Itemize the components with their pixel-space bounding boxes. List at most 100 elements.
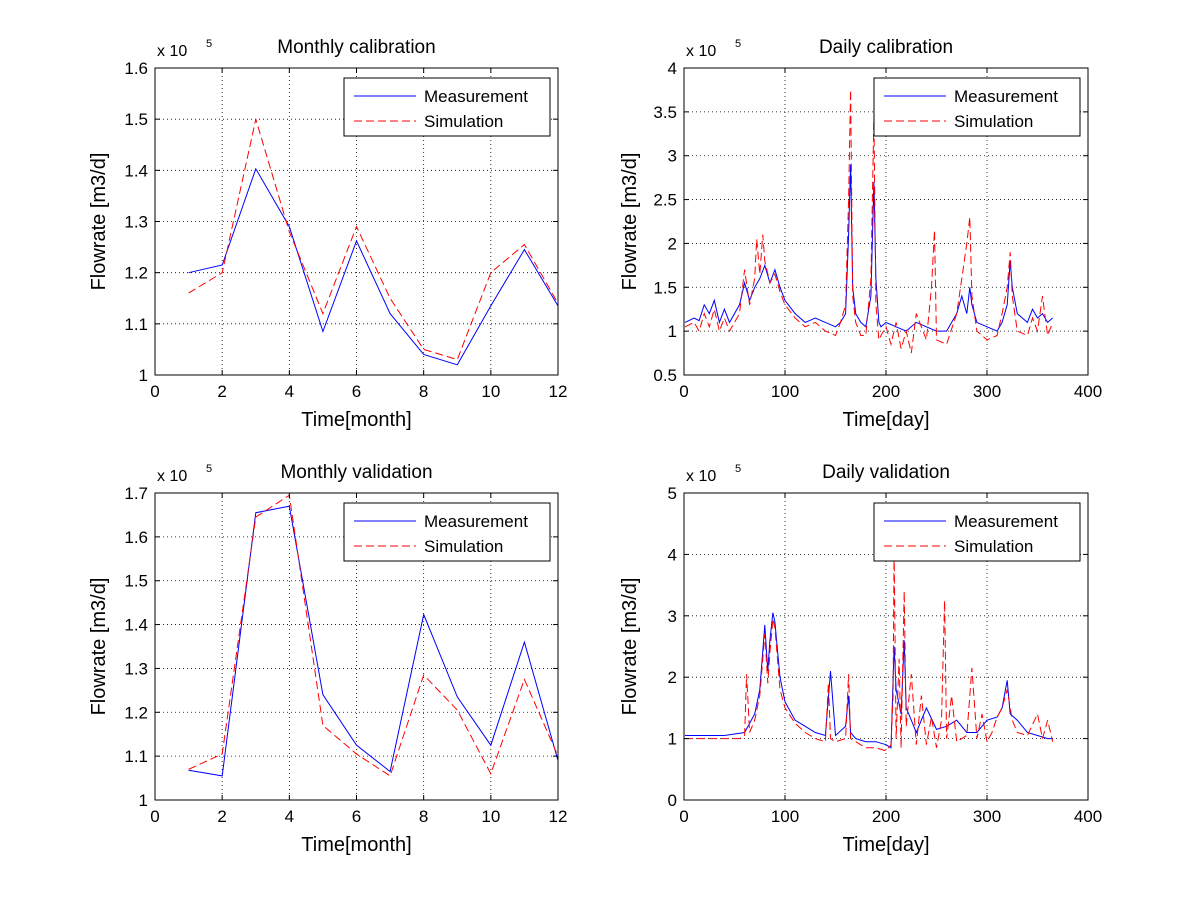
series-line-measurement [685, 612, 1053, 749]
y-tick-label: 1.6 [124, 528, 148, 547]
legend-label-measurement: Measurement [954, 512, 1058, 531]
y-tick-label: 1 [668, 322, 677, 341]
y-tick-label: 1 [139, 791, 148, 810]
y-multiplier-exponent: 5 [735, 463, 741, 475]
legend-label-simulation: Simulation [424, 537, 503, 556]
y-axis-label: Flowrate [m3/d] [88, 153, 110, 291]
y-multiplier-exponent: 5 [206, 463, 212, 475]
y-tick-label: 1.6 [124, 59, 148, 78]
legend: Measurement Simulation [873, 502, 1081, 562]
x-tick-label: 10 [481, 807, 500, 826]
x-tick-label: 8 [419, 382, 428, 401]
legend-label-simulation: Simulation [954, 112, 1033, 131]
legend-box [873, 77, 1081, 137]
y-multiplier: x 10 [157, 43, 187, 60]
x-tick-label: 10 [481, 382, 500, 401]
chart-title: Daily calibration [819, 37, 953, 58]
y-tick-label: 1.2 [124, 264, 148, 283]
legend-label-measurement: Measurement [424, 87, 528, 106]
y-tick-label: 1.7 [124, 484, 148, 503]
subplot-4: 0 100 200 300 400 0 1 2 3 4 5 x 10 5 Daily validation… [619, 462, 1102, 856]
subplot-2: 0 100 200 300 400 0.5 1 1.5 2 2.5 3 3.5 4 x 10 5 Daily … [619, 37, 1102, 431]
chart-title: Daily validation [822, 462, 950, 483]
series-line-measurement [188, 505, 559, 777]
x-tick-label: 400 [1074, 807, 1102, 826]
x-tick-label: 8 [419, 807, 428, 826]
x-tick-label: 400 [1074, 382, 1102, 401]
chart-title: Monthly validation [280, 462, 432, 483]
y-tick-label: 3 [668, 607, 677, 626]
y-tick-label: 1.5 [124, 572, 148, 591]
x-tick-label: 2 [217, 807, 226, 826]
x-axis-label: Time[day] [842, 409, 929, 431]
y-multiplier-exponent: 5 [206, 38, 212, 50]
y-tick-label: 1.3 [124, 659, 148, 678]
x-tick-label: 6 [352, 382, 361, 401]
x-tick-label: 300 [973, 807, 1001, 826]
x-tick-label: 200 [872, 382, 900, 401]
legend: Measurement Simulation [343, 77, 551, 137]
y-multiplier: x 10 [686, 43, 716, 60]
legend-label-measurement: Measurement [954, 87, 1058, 106]
x-tick-label: 12 [549, 807, 568, 826]
legend-label-measurement: Measurement [424, 512, 528, 531]
y-tick-label: 1.4 [124, 161, 148, 180]
y-tick-label: 1.3 [124, 213, 148, 232]
series-line-measurement [188, 167, 559, 366]
legend: Measurement Simulation [343, 502, 551, 562]
legend-box [343, 77, 551, 137]
legend-box [343, 502, 551, 562]
y-tick-label: 4 [668, 59, 677, 78]
x-axis-label: Time[day] [842, 834, 929, 856]
y-tick-label: 1.4 [124, 616, 148, 635]
y-tick-label: 0 [668, 791, 677, 810]
subplot-3: 0 2 4 6 8 10 12 1 1.1 1.2 1.3 1.4 1.5 1.6 1.7 x 10 5 Mont… [88, 462, 567, 856]
legend-box [873, 502, 1081, 562]
x-tick-label: 0 [679, 382, 688, 401]
x-tick-label: 0 [150, 807, 159, 826]
y-tick-label: 1.5 [653, 278, 677, 297]
y-tick-label: 3 [668, 147, 677, 166]
x-tick-label: 100 [771, 382, 799, 401]
y-tick-label: 1.5 [124, 110, 148, 129]
x-axis-label: Time[month] [301, 409, 411, 431]
x-tick-label: 100 [771, 807, 799, 826]
x-tick-label: 4 [285, 382, 294, 401]
y-axis-label: Flowrate [m3/d] [619, 153, 641, 291]
y-multiplier: x 10 [686, 468, 716, 485]
chart-title: Monthly calibration [277, 37, 435, 58]
subplot-1: 0 2 4 6 8 10 12 1 1.1 1.2 1.3 1.4 1.5 1.6 x 10 5 Monthly… [88, 37, 567, 431]
series-line-simulation [188, 119, 559, 361]
x-tick-label: 0 [679, 807, 688, 826]
y-tick-label: 1 [668, 730, 677, 749]
series-line-simulation [684, 89, 1054, 354]
y-tick-label: 2 [668, 234, 677, 253]
y-tick-label: 4 [668, 545, 677, 564]
series-line-simulation [685, 548, 1054, 752]
y-tick-label: 1.1 [124, 315, 148, 334]
y-multiplier-exponent: 5 [735, 38, 741, 50]
y-multiplier: x 10 [157, 468, 187, 485]
y-tick-label: 2.5 [653, 191, 677, 210]
y-tick-label: 1.1 [124, 747, 148, 766]
y-tick-label: 1 [139, 366, 148, 385]
x-tick-label: 6 [352, 807, 361, 826]
x-axis-label: Time[month] [301, 834, 411, 856]
legend-label-simulation: Simulation [424, 112, 503, 131]
legend-label-simulation: Simulation [954, 537, 1033, 556]
y-axis-label: Flowrate [m3/d] [88, 578, 110, 716]
legend: Measurement Simulation [873, 77, 1081, 137]
y-tick-label: 1.2 [124, 703, 148, 722]
series-line-simulation [188, 494, 559, 777]
x-tick-label: 0 [150, 382, 159, 401]
y-tick-label: 0.5 [653, 366, 677, 385]
y-tick-label: 3.5 [653, 103, 677, 122]
x-tick-label: 200 [872, 807, 900, 826]
y-tick-label: 5 [668, 484, 677, 503]
x-tick-label: 12 [549, 382, 568, 401]
y-axis-label: Flowrate [m3/d] [619, 578, 641, 716]
y-tick-label: 2 [668, 668, 677, 687]
x-tick-label: 2 [217, 382, 226, 401]
x-tick-label: 300 [973, 382, 1001, 401]
